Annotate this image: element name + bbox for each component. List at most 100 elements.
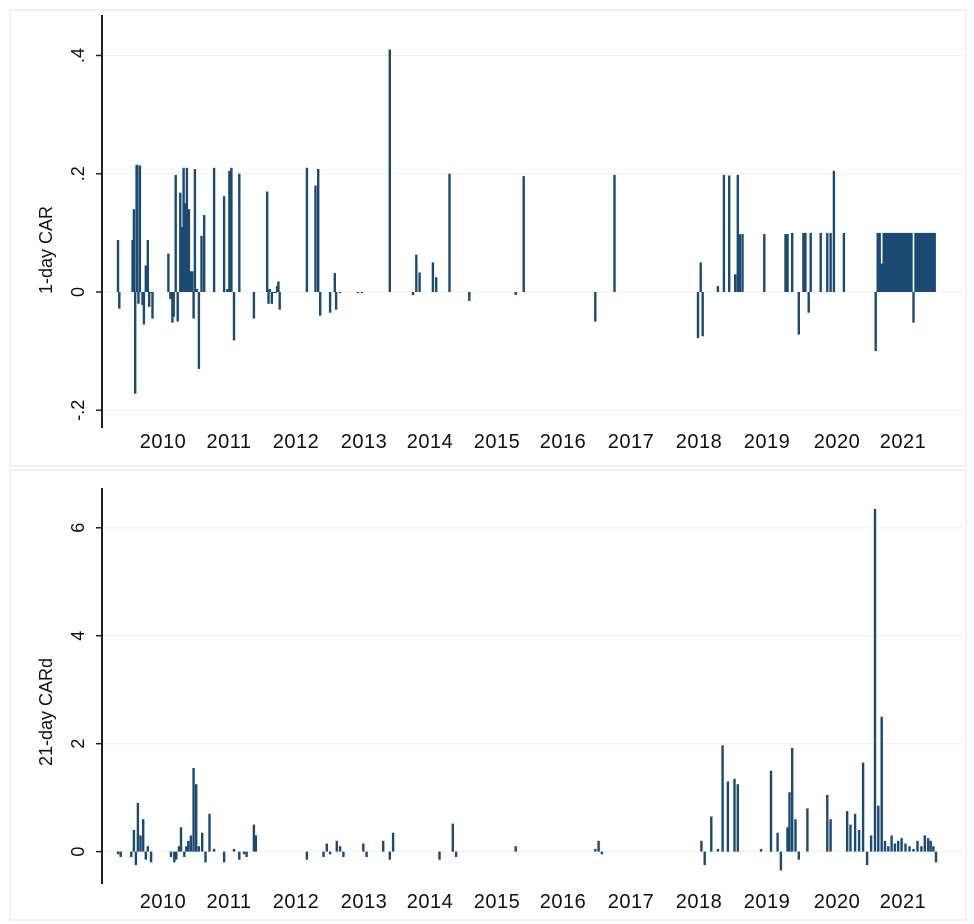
bar bbox=[266, 191, 269, 292]
bar bbox=[322, 851, 325, 857]
bar bbox=[908, 846, 911, 852]
x-tick-label: 2014 bbox=[407, 891, 454, 913]
bar bbox=[912, 292, 915, 323]
bar bbox=[169, 292, 172, 300]
bar bbox=[277, 281, 280, 292]
bar bbox=[736, 784, 739, 852]
bar bbox=[786, 827, 789, 852]
y-tick-label: .4 bbox=[68, 48, 88, 63]
bar bbox=[928, 232, 931, 292]
bar bbox=[193, 169, 197, 292]
x-tick-label: 2010 bbox=[140, 891, 187, 913]
bar bbox=[932, 846, 935, 852]
bar bbox=[920, 846, 923, 852]
bar bbox=[918, 232, 921, 292]
bar bbox=[151, 292, 154, 319]
bar bbox=[146, 240, 149, 292]
bar bbox=[514, 292, 517, 295]
bar bbox=[797, 851, 800, 860]
bar bbox=[134, 851, 138, 866]
x-tick-label: 2011 bbox=[206, 891, 251, 913]
bar bbox=[894, 232, 897, 292]
bar bbox=[880, 716, 883, 852]
bar bbox=[131, 240, 134, 292]
bar bbox=[853, 813, 857, 852]
bar bbox=[228, 170, 231, 292]
x-tick-label: 2021 bbox=[880, 431, 927, 453]
bar bbox=[232, 292, 236, 341]
x-tick-labels: 2010 2011 2012 2013 2014 2015 2016 2017 2018 2019… bbox=[140, 891, 926, 913]
bar bbox=[934, 851, 938, 863]
bar bbox=[890, 835, 893, 852]
bar bbox=[832, 170, 836, 292]
x-tick-label: 2017 bbox=[608, 431, 655, 453]
bar bbox=[892, 232, 895, 292]
bar bbox=[794, 819, 797, 852]
gridlines bbox=[104, 54, 964, 411]
bar bbox=[142, 819, 145, 852]
bar bbox=[187, 209, 191, 292]
bar bbox=[176, 292, 179, 322]
bar bbox=[119, 851, 122, 857]
bar bbox=[594, 848, 597, 852]
bar bbox=[338, 292, 342, 293]
bar bbox=[183, 851, 186, 857]
bar bbox=[884, 232, 887, 292]
bar bbox=[734, 274, 737, 292]
bar bbox=[274, 292, 277, 293]
bar bbox=[356, 292, 360, 293]
bar bbox=[883, 840, 887, 852]
bar bbox=[804, 232, 807, 292]
bar bbox=[826, 232, 829, 292]
bar bbox=[869, 835, 873, 852]
bar bbox=[134, 292, 137, 394]
bar bbox=[468, 292, 471, 301]
bar bbox=[179, 827, 183, 852]
bar bbox=[189, 271, 192, 292]
bar bbox=[195, 784, 198, 852]
bar bbox=[438, 851, 441, 860]
bar bbox=[912, 848, 915, 852]
bar bbox=[846, 811, 849, 852]
bar bbox=[222, 196, 226, 292]
bar bbox=[116, 851, 120, 855]
bar bbox=[435, 277, 438, 292]
bar bbox=[391, 832, 395, 852]
bar bbox=[728, 175, 731, 292]
bar bbox=[144, 265, 147, 292]
bar bbox=[192, 768, 195, 852]
bar bbox=[334, 292, 338, 310]
bar bbox=[874, 292, 877, 352]
bar bbox=[272, 292, 275, 293]
bar bbox=[172, 292, 175, 317]
bar bbox=[142, 292, 146, 325]
bar bbox=[185, 167, 189, 292]
y-tick-label: 0 bbox=[68, 287, 88, 297]
x-tick-label: 2014 bbox=[407, 431, 454, 453]
bar bbox=[932, 232, 935, 292]
panel-frame bbox=[9, 9, 967, 467]
bar bbox=[335, 840, 338, 852]
bar bbox=[144, 851, 147, 860]
bar bbox=[116, 240, 120, 292]
bar bbox=[857, 830, 861, 852]
bar bbox=[703, 851, 706, 866]
bar bbox=[769, 770, 773, 852]
bar bbox=[171, 292, 174, 323]
bar bbox=[900, 838, 903, 852]
bar bbox=[238, 851, 241, 860]
x-tick-label: 2020 bbox=[814, 891, 861, 913]
bar bbox=[700, 840, 703, 852]
bar bbox=[897, 840, 900, 852]
bar bbox=[924, 232, 927, 292]
bar bbox=[137, 292, 140, 304]
bar bbox=[849, 824, 852, 852]
bar bbox=[923, 835, 926, 852]
y-tick-label: .2 bbox=[68, 166, 88, 181]
bar bbox=[138, 165, 142, 292]
y-tick-label: -.2 bbox=[68, 400, 88, 421]
bar bbox=[882, 232, 885, 292]
bar bbox=[819, 232, 822, 292]
bar bbox=[763, 234, 766, 292]
